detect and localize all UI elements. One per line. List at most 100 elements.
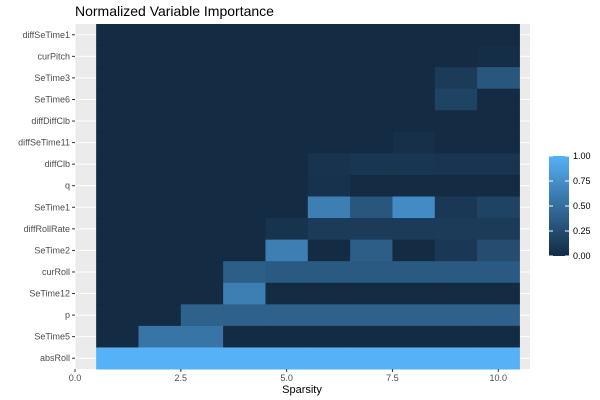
heatmap-cell <box>180 110 224 133</box>
heatmap-cell <box>307 261 351 284</box>
y-axis-ticks: diffSeTime1 curPitch SeTime3 SeTime6 diffDif… <box>18 30 75 363</box>
heatmap-cell <box>434 239 478 262</box>
x-axis-label: Sparsity <box>282 384 322 396</box>
heatmap-cell <box>138 218 182 241</box>
heatmap-cell <box>434 282 478 305</box>
heatmap-cell <box>180 325 224 348</box>
heatmap-cell <box>223 153 266 176</box>
heatmap-cell <box>223 174 266 197</box>
y-tick-label: curRoll <box>42 267 70 277</box>
heatmap-cell <box>96 67 139 90</box>
heatmap-cell <box>223 325 266 348</box>
heatmap-cell <box>265 239 309 262</box>
heatmap-cell <box>180 347 224 370</box>
heatmap-cell <box>350 347 393 370</box>
heatmap-cell <box>180 131 224 154</box>
heatmap-cell <box>307 282 351 305</box>
heatmap-cell <box>96 153 139 176</box>
heatmap-cell <box>180 218 224 241</box>
heatmap-cell <box>96 24 139 47</box>
legend-tick-label: 0.75 <box>573 176 591 186</box>
heatmap-cell <box>392 153 436 176</box>
heatmap-cell <box>350 282 393 305</box>
heatmap-cell <box>180 153 224 176</box>
y-tick-label: p <box>65 310 70 320</box>
heatmap-cell <box>434 45 478 68</box>
heatmap-cell <box>223 261 266 284</box>
heatmap-cell <box>477 325 520 348</box>
y-tick-label: SeTime6 <box>34 94 70 104</box>
heatmap-cell <box>138 282 182 305</box>
heatmap-cell <box>180 304 224 327</box>
y-tick-label: diffSeTime11 <box>18 138 70 148</box>
heatmap-cell <box>223 131 266 154</box>
heatmap-cell <box>223 88 266 111</box>
legend-tick-label: 0.50 <box>573 201 591 211</box>
heatmap-cell <box>307 347 351 370</box>
heatmap-cell <box>477 261 520 284</box>
heatmap-cell <box>96 131 139 154</box>
heatmap-cell <box>265 67 309 90</box>
y-tick-label: curPitch <box>37 51 70 61</box>
heatmap-cell <box>434 131 478 154</box>
heatmap-cell <box>138 261 182 284</box>
y-tick-label: SeTime12 <box>29 289 70 299</box>
heatmap-cell <box>350 196 393 219</box>
heatmap-cell <box>434 174 478 197</box>
heatmap-cell <box>392 347 436 370</box>
heatmap-cell <box>350 325 393 348</box>
heatmap-cell <box>392 325 436 348</box>
heatmap-cell <box>434 218 478 241</box>
heatmap-cell <box>307 24 351 47</box>
heatmap-cell <box>96 218 139 241</box>
heatmap-cell <box>180 174 224 197</box>
y-tick-label: diffClb <box>45 159 70 169</box>
legend-tick-label: 1.00 <box>573 151 591 161</box>
heatmap-cell <box>477 347 520 370</box>
heatmap-cell <box>223 67 266 90</box>
heatmap-cell <box>392 110 436 133</box>
heatmap-cell <box>307 67 351 90</box>
heatmap-cell <box>307 304 351 327</box>
heatmap-cell <box>223 218 266 241</box>
y-tick-label: absRoll <box>40 353 70 363</box>
y-tick-label: q <box>65 181 70 191</box>
heatmap-cell <box>265 24 309 47</box>
heatmap-cell <box>434 153 478 176</box>
heatmap-cell <box>350 261 393 284</box>
heatmap-cell <box>138 196 182 219</box>
heatmap-cell <box>350 45 393 68</box>
heatmap-cell <box>392 174 436 197</box>
heatmap-cell <box>138 347 182 370</box>
heatmap-cell <box>138 67 182 90</box>
heatmap-cell <box>307 153 351 176</box>
x-tick-label: 0.0 <box>69 373 82 383</box>
heatmap-cell <box>434 196 478 219</box>
heatmap-cell <box>223 24 266 47</box>
heatmap-cell <box>180 67 224 90</box>
y-tick-label: SeTime3 <box>34 73 70 83</box>
heatmap-cell <box>392 45 436 68</box>
heatmap-cell <box>434 67 478 90</box>
legend-colorbar <box>549 156 569 256</box>
heatmap-cell <box>265 347 309 370</box>
heatmap-cell <box>265 282 309 305</box>
heatmap-cell <box>307 110 351 133</box>
y-tick-label: diffDiffClb <box>31 116 70 126</box>
heatmap-cell <box>307 325 351 348</box>
heatmap-cell <box>477 153 520 176</box>
heatmap-cell <box>434 261 478 284</box>
heatmap-cell <box>392 131 436 154</box>
heatmap-cell <box>307 88 351 111</box>
y-tick-label: SeTime2 <box>34 245 70 255</box>
heatmap-cell <box>434 325 478 348</box>
heatmap-cell <box>350 131 393 154</box>
heatmap-cell <box>138 153 182 176</box>
x-tick-label: 2.5 <box>175 373 188 383</box>
heatmap-cell <box>138 110 182 133</box>
heatmap-cell <box>307 239 351 262</box>
heatmap-cell <box>350 24 393 47</box>
heatmap-cell <box>265 218 309 241</box>
heatmap-cell <box>350 88 393 111</box>
